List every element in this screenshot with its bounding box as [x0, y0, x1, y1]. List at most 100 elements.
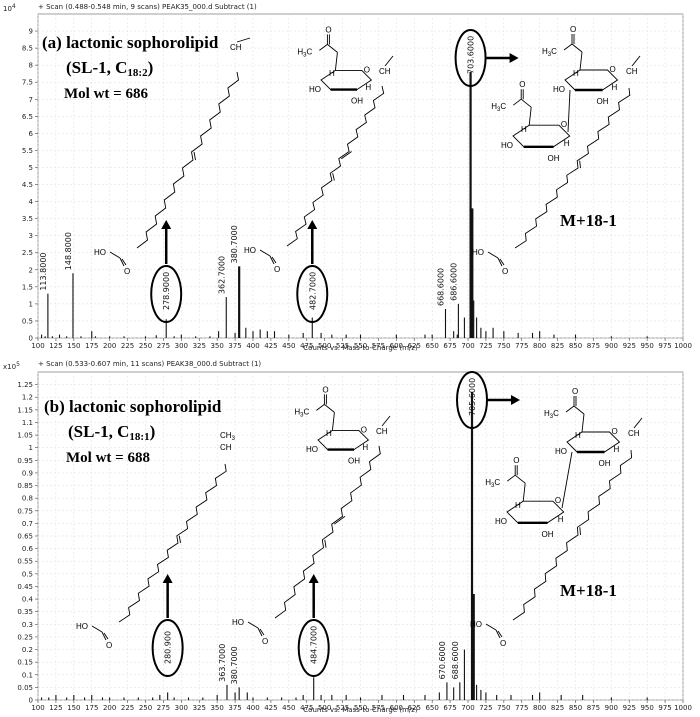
- molecular-weight: Mol wt = 686: [64, 86, 148, 102]
- spectrum-panel-b: 0 0.05 0.1 0.15 0.2 0.25 0.3 0.35 0.4 0.45 0.5 0.55…: [3, 360, 692, 714]
- right-sugar-top-ring-o: O: [612, 427, 618, 436]
- right-sugar-bottom-ho: HO: [501, 141, 513, 150]
- middle-carboxyl-o-label: O: [262, 637, 268, 646]
- right-sugar-top-oh: OH: [597, 97, 609, 106]
- left-carboxyl-ho-label: HO: [94, 248, 106, 257]
- y-tick-label: 0.15: [17, 659, 33, 667]
- x-tick-label: 975: [658, 704, 671, 712]
- middle-sugar-h3c: H3C: [297, 47, 312, 58]
- x-tick-label: 1000: [674, 704, 692, 712]
- x-tick-label: 1000: [674, 342, 692, 350]
- right-sugar-bottom-ring-o: O: [561, 120, 567, 129]
- spectrum-panel-a: 0 0.5 1 1.5 2 2.5 3 3.5 4 4.5 5 5.5 6 6.5 7 7.5 8 8.5 9 100…: [3, 3, 692, 352]
- y-tick-label: 0.85: [17, 482, 33, 490]
- x-tick-label: 725: [479, 704, 492, 712]
- y-tick-label: 7: [29, 96, 33, 104]
- left-ch3-bond: [236, 37, 251, 43]
- middle-sugar-h3c-sub: 3: [300, 412, 304, 418]
- right-carboxyl-bond: [487, 251, 499, 259]
- x-tick-label: 350: [210, 704, 223, 712]
- x-tick-label: 375: [228, 342, 241, 350]
- x-tick-label: 950: [640, 704, 653, 712]
- up-arrow-head: [162, 574, 173, 583]
- right-arrow-head: [511, 395, 521, 405]
- left-fatty-acid-chain: [136, 71, 239, 249]
- peak-label: 148.8000: [64, 232, 73, 270]
- y-scale-factor: 104: [3, 3, 16, 13]
- left-ch3-sub: 3: [232, 436, 236, 442]
- x-tick-label: 175: [85, 704, 98, 712]
- right-sugar-bottom-acetyl-bond: [512, 98, 522, 106]
- x-tick-label: 175: [85, 342, 98, 350]
- x-tick-label: 650: [425, 342, 438, 350]
- x-tick-label: 600: [390, 704, 403, 712]
- x-tick-label: 550: [354, 342, 367, 350]
- middle-sugar-h3c: H3C: [294, 407, 309, 418]
- x-tick-label: 925: [623, 342, 636, 350]
- peak-label: 688.6000: [451, 641, 460, 679]
- x-tick-label: 650: [425, 704, 438, 712]
- compound-name: (b) lactonic sophorolipid: [44, 397, 222, 416]
- middle-sugar-acetyl-bond: [316, 404, 325, 411]
- middle-ch-label: CH: [379, 67, 391, 76]
- circled-peak-label: 705.6000: [468, 378, 477, 416]
- middle-carboxyl-ho-label: HO: [232, 618, 244, 627]
- middle-sugar-h2: H: [365, 83, 371, 92]
- y-tick-label: 1.25: [17, 381, 33, 389]
- y-tick-label: 6: [29, 130, 34, 138]
- up-arrow-head: [307, 220, 318, 229]
- right-carboxyl-bond: [485, 623, 497, 631]
- x-tick-label: 875: [587, 704, 600, 712]
- right-sugar-bottom-ester-bond: [514, 474, 526, 484]
- y-scale-exponent: 5: [16, 361, 20, 368]
- middle-carboxyl-bond: [247, 621, 259, 629]
- right-sugar-bottom-h2: H: [558, 515, 564, 524]
- middle-ch3-bond: [381, 415, 391, 427]
- left-carboxyl-carbonyl-2: [103, 632, 109, 640]
- y-tick-label: 4.5: [22, 181, 33, 189]
- y-tick-label: 0: [29, 697, 33, 705]
- left-carboxyl-bond: [109, 251, 121, 259]
- x-tick-label: 150: [67, 704, 80, 712]
- middle-fatty-acid-chain-double-bond: [333, 515, 346, 525]
- middle-ch-label: CH: [376, 427, 388, 436]
- y-tick-label: 0.5: [22, 317, 33, 325]
- right-sugar-bottom-ho: HO: [495, 517, 507, 526]
- x-tick-label: 975: [658, 342, 671, 350]
- right-sugar-top-h3c-c: C: [551, 47, 557, 56]
- middle-fatty-acid-chain-double-bond: [341, 151, 352, 160]
- x-tick-label: 725: [479, 342, 492, 350]
- left-fatty-acid-chain-double-bond: [178, 535, 181, 544]
- y-tick-label: 0.4: [22, 596, 34, 604]
- right-sugar-top-ester-bond: [573, 405, 585, 415]
- x-tick-label: 225: [121, 704, 134, 712]
- x-tick-label: 400: [246, 704, 259, 712]
- middle-fatty-acid-chain-double-bond: [332, 173, 335, 181]
- right-sugar-bottom-h3c: H3C: [491, 102, 506, 113]
- x-tick-label: 200: [103, 704, 116, 712]
- middle-sugar-h3c-c: C: [304, 407, 310, 416]
- circled-peak-label: 280.900: [164, 631, 173, 664]
- right-sugar-bottom-acetyl-o: O: [519, 80, 525, 89]
- x-tick-label: 500: [318, 704, 331, 712]
- left-carboxyl-carbonyl-2: [121, 258, 127, 266]
- left-carboxyl-carbonyl: [119, 257, 125, 267]
- up-arrow-head: [308, 574, 319, 583]
- x-tick-label: 775: [515, 704, 528, 712]
- y-tick-label: 1: [29, 300, 33, 308]
- x-tick-label: 775: [515, 342, 528, 350]
- molecular-weight: Mol wt = 688: [66, 450, 150, 466]
- y-tick-label: 2.5: [22, 249, 33, 257]
- adduct-label: M+18-1: [560, 581, 617, 600]
- circled-peak-ellipse: [456, 371, 489, 429]
- right-sugar-bottom-h3c: H3C: [485, 478, 500, 489]
- y-tick-label: 0.6: [22, 545, 34, 553]
- x-tick-label: 625: [408, 704, 421, 712]
- y-tick-label: 0.3: [22, 621, 33, 629]
- x-tick-label: 350: [210, 342, 223, 350]
- right-carboxyl-carbonyl-2: [497, 630, 503, 638]
- right-sugar-bottom-h2: H: [564, 139, 570, 148]
- right-sugar-top-h1: H: [573, 69, 579, 78]
- x-tick-label: 375: [228, 704, 241, 712]
